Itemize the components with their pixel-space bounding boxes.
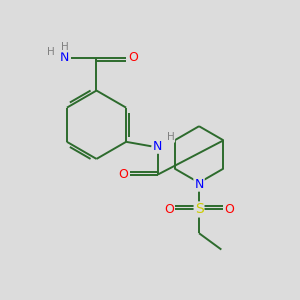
Text: O: O <box>118 168 128 181</box>
Text: O: O <box>224 203 234 216</box>
Text: N: N <box>153 140 163 153</box>
Text: H: H <box>167 132 174 142</box>
Text: N: N <box>60 51 69 64</box>
Text: N: N <box>194 178 204 191</box>
Text: H: H <box>46 47 54 57</box>
Text: O: O <box>164 203 174 216</box>
Text: H: H <box>61 42 69 52</box>
Text: S: S <box>195 202 203 216</box>
Text: O: O <box>128 51 138 64</box>
